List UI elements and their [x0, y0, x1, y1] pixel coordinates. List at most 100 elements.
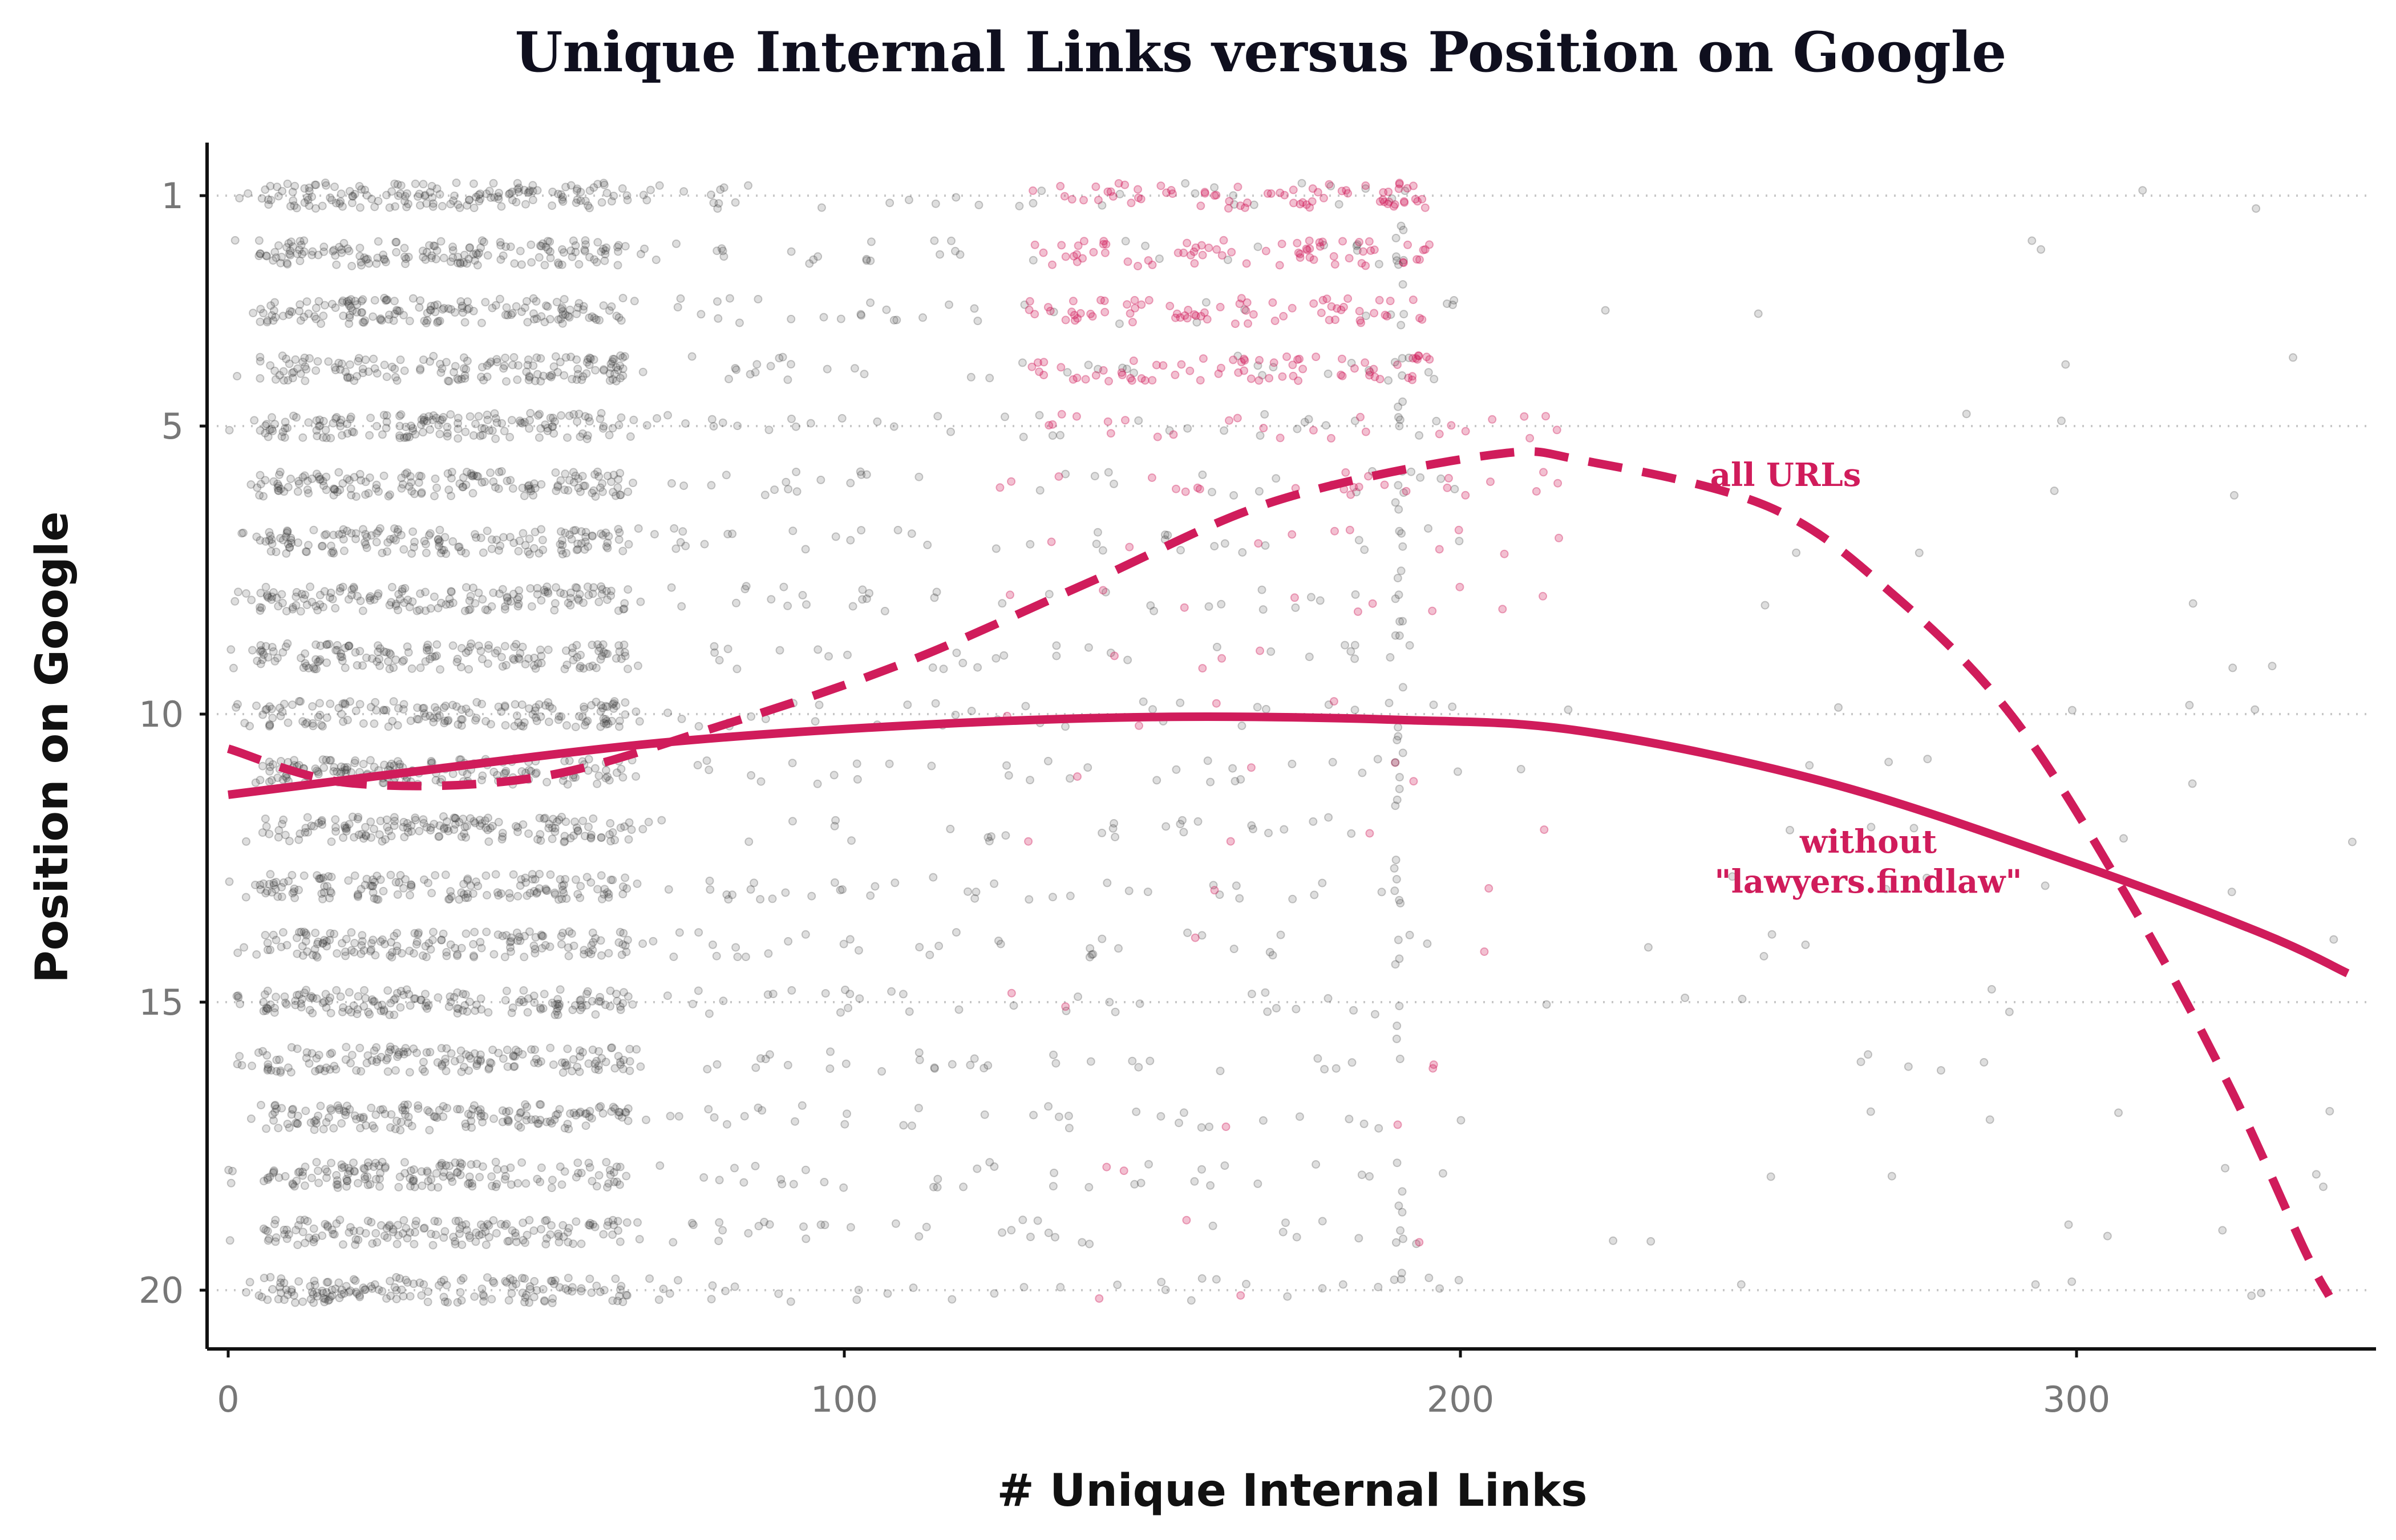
scatter-point [1176, 698, 1185, 707]
scatter-point [520, 185, 529, 194]
scatter-point [1365, 366, 1373, 375]
scatter-point [847, 836, 856, 845]
scatter-point [566, 352, 576, 362]
scatter-point [1324, 813, 1333, 822]
scatter-point [327, 1158, 335, 1168]
scatter-point [411, 994, 420, 1003]
scatter-point [400, 833, 409, 842]
scatter-point [1190, 259, 1199, 268]
scatter-point [256, 471, 265, 480]
scatter-point [1353, 607, 1362, 616]
scatter-point [1296, 249, 1305, 258]
scatter-point [374, 526, 383, 536]
scatter-point [266, 870, 275, 879]
scatter-point [461, 549, 470, 558]
scatter-point [350, 189, 359, 198]
scatter-point [601, 250, 610, 259]
scatter-point [613, 483, 622, 492]
scatter-point [707, 415, 717, 424]
scatter-point [705, 1009, 714, 1018]
scatter-point [752, 360, 762, 369]
scatter-point [1409, 777, 1418, 786]
scatter-point [481, 1240, 491, 1249]
scatter-point [607, 716, 616, 726]
scatter-point [1110, 819, 1119, 828]
scatter-point [581, 247, 589, 256]
scatter-point [718, 1226, 727, 1235]
scatter-point [681, 541, 690, 550]
scatter-point [294, 1277, 303, 1286]
scatter-point [486, 193, 495, 202]
scatter-point [396, 355, 405, 364]
scatter-point [564, 598, 573, 607]
scatter-point [319, 1288, 328, 1298]
scatter-point [457, 375, 466, 383]
scatter-point [1189, 247, 1199, 256]
scatter-point [856, 310, 865, 319]
scatter-point [1280, 191, 1289, 200]
scatter-point [331, 1284, 340, 1294]
scatter-point [442, 948, 451, 957]
scatter-point [667, 583, 676, 592]
scatter-point [460, 371, 470, 380]
scatter-point [873, 417, 882, 426]
scatter-point [1887, 1172, 1896, 1181]
scatter-point [286, 307, 294, 316]
scatter-point [1035, 486, 1045, 495]
scatter-point [472, 472, 481, 481]
scatter-point [408, 294, 418, 303]
scatter-point [519, 529, 528, 538]
scatter-point [616, 491, 625, 500]
scatter-point [1073, 314, 1082, 323]
scatter-point [623, 196, 632, 205]
scatter-point [1233, 183, 1242, 192]
scatter-point [377, 1221, 386, 1230]
scatter-point [502, 986, 511, 995]
scatter-point [1308, 184, 1317, 193]
scatter-point [1397, 1269, 1406, 1278]
scatter-point [493, 358, 501, 367]
scatter-point [1137, 374, 1146, 383]
scatter-point [603, 538, 612, 548]
scatter-point [1121, 416, 1130, 425]
scatter-point [2229, 491, 2239, 500]
scatter-point [476, 994, 485, 1003]
scatter-point [970, 304, 979, 313]
scatter-point [1061, 1002, 1070, 1011]
scatter-point [498, 829, 507, 838]
scatter-point [615, 1291, 624, 1300]
scatter-point [278, 351, 287, 360]
scatter-point [616, 1237, 625, 1246]
scatter-point [281, 418, 290, 427]
scatter-point [1399, 258, 1407, 267]
scatter-point [1260, 410, 1269, 419]
scatter-point [266, 547, 276, 556]
scatter-point [1304, 415, 1313, 424]
scatter-point [616, 1002, 625, 1011]
scatter-point [417, 488, 426, 497]
scatter-point [511, 822, 520, 831]
scatter-point [732, 365, 741, 374]
scatter-point [255, 491, 264, 500]
scatter-point [506, 476, 515, 485]
scatter-point [439, 413, 448, 422]
scatter-point [583, 431, 592, 440]
scatter-point [511, 1052, 520, 1061]
scatter-point [566, 594, 575, 603]
scatter-point [1258, 605, 1268, 614]
scatter-point [783, 601, 792, 610]
scatter-point [307, 821, 316, 830]
scatter-point [402, 254, 411, 264]
scatter-point [402, 1223, 411, 1233]
scatter-point [1160, 530, 1169, 539]
scatter-point [590, 314, 599, 323]
scatter-point [341, 951, 350, 961]
scatter-point [405, 432, 414, 441]
scatter-point [638, 825, 647, 834]
scatter-point [323, 1278, 333, 1287]
scatter-point [1403, 240, 1412, 249]
scatter-point [1398, 542, 1407, 551]
scatter-point [489, 588, 498, 597]
scatter-point [419, 815, 428, 824]
scatter-point [674, 1276, 682, 1285]
